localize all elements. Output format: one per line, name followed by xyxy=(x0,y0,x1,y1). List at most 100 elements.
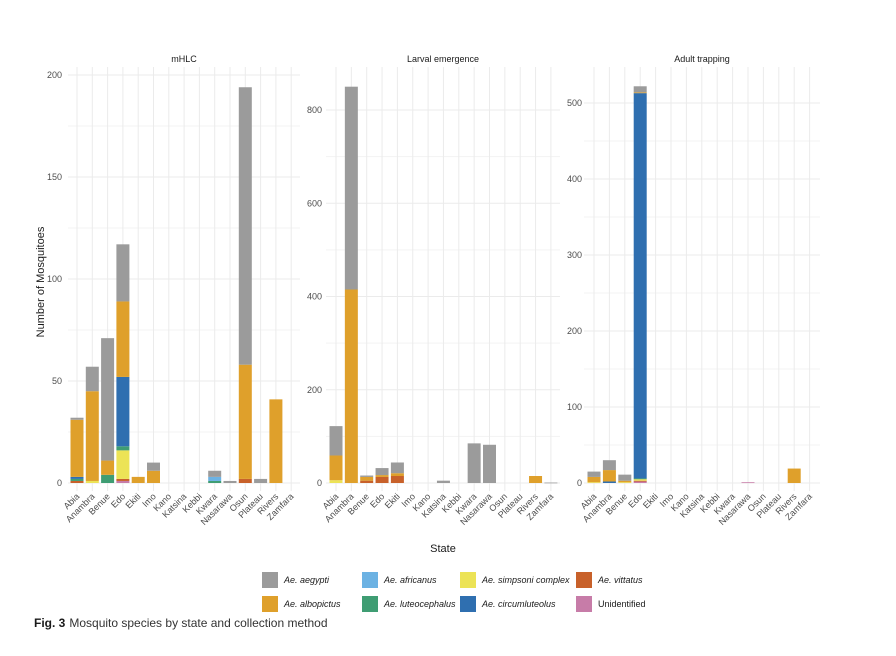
legend-swatch xyxy=(460,572,476,588)
y-tick-label: 0 xyxy=(577,478,582,488)
y-tick-label: 500 xyxy=(567,98,582,108)
bar-segment-albopictus-imo xyxy=(147,470,160,483)
x-tick-label: Edo xyxy=(109,491,127,509)
legend: Ae. aegypti Ae. africanus Ae. simpsoni com… xyxy=(262,572,666,612)
y-tick-label: 0 xyxy=(317,478,322,488)
y-tick-label: 200 xyxy=(307,385,322,395)
legend-label: Ae. circumluteolus xyxy=(482,599,556,609)
bar-segment-vittatus-edo xyxy=(375,476,389,483)
legend-label: Ae. vittatus xyxy=(598,575,643,585)
y-tick-label: 50 xyxy=(52,376,62,386)
legend-item-vittatus: Ae. vittatus xyxy=(576,572,666,588)
x-tick-label: Edo xyxy=(626,491,644,509)
bar-segment-albopictus-abia xyxy=(329,455,343,481)
x-tick-label: Edo xyxy=(368,491,386,509)
bar-segment-aegypti-anambra xyxy=(85,366,99,392)
legend-swatch xyxy=(460,596,476,612)
panel-title: Larval emergence xyxy=(407,54,479,64)
bar-segment-aegypti-benue xyxy=(101,338,115,461)
bar-segment-aegypti-imo xyxy=(147,462,160,471)
legend-item-unidentified: Unidentified xyxy=(576,596,666,612)
bar-segment-albopictus-abia xyxy=(70,419,84,477)
bar-segment-vittatus-osun xyxy=(238,478,252,483)
legend-swatch xyxy=(362,572,378,588)
faceted-stacked-bar-chart: mHLC050100150200AbiaAnambraBenueEdoEkiti… xyxy=(35,54,820,555)
bar-segment-albopictus-rivers xyxy=(269,399,283,483)
legend-item-africanus: Ae. africanus xyxy=(362,572,456,588)
bar-segment-albopictus-edo xyxy=(116,301,130,377)
bar-segment-albopictus-rivers xyxy=(787,468,801,483)
bar-segment-albopictus-anambra xyxy=(344,289,358,483)
y-tick-label: 300 xyxy=(567,250,582,260)
bar-segment-aegypti-benue xyxy=(360,475,374,477)
bar-segment-luteocephalus-edo xyxy=(633,478,647,480)
bar-segment-circumluteolus-anambra xyxy=(602,481,616,483)
bar-segment-simpsoni-edo xyxy=(633,479,647,481)
legend-label: Ae. simpsoni complex xyxy=(482,575,570,585)
bar-segment-circumluteolus-edo xyxy=(116,376,130,447)
x-tick-label: Ekiti xyxy=(641,491,660,510)
bar-segment-albopictus-benue xyxy=(618,480,632,483)
bar-segment-luteocephalus-abia xyxy=(70,478,84,481)
bar-segment-aegypti-benue xyxy=(618,474,632,481)
bar-segment-luteocephalus-kwara xyxy=(208,480,222,483)
legend-label: Ae. aegypti xyxy=(284,575,330,585)
bar-segment-aegypti-ekiti xyxy=(390,462,404,474)
panel-adult-trapping: Adult trapping0100200300400500AbiaAnambr… xyxy=(567,54,820,527)
bar-segment-albopictus-ekiti xyxy=(131,476,145,483)
bar-segment-simpsoni-edo xyxy=(116,450,130,479)
x-tick-label: Ekiti xyxy=(383,491,402,510)
bar-segment-aegypti-abia xyxy=(329,426,343,456)
legend-label: Unidentified xyxy=(598,599,646,609)
x-axis-label: State xyxy=(430,543,456,555)
panel-title: mHLC xyxy=(171,54,197,64)
bar-segment-circumluteolus-abia xyxy=(70,476,84,479)
bar-segment-aegypti-nasarawa xyxy=(223,480,237,483)
bar-segment-albopictus-edo xyxy=(375,475,389,477)
bar-segment-simpsoni-benue xyxy=(618,482,632,484)
x-tick-label: Ekiti xyxy=(124,491,143,510)
legend-label: Ae. albopictus xyxy=(284,599,341,609)
bar-segment-vittatus-abia xyxy=(70,480,84,483)
legend-swatch xyxy=(262,572,278,588)
legend-swatch xyxy=(576,596,592,612)
legend-swatch xyxy=(362,596,378,612)
legend-label: Ae. africanus xyxy=(384,575,437,585)
bar-segment-aegypti-edo xyxy=(116,244,130,302)
y-tick-label: 0 xyxy=(57,478,62,488)
legend-swatch xyxy=(576,572,592,588)
bar-segment-vittatus-ekiti xyxy=(390,476,404,483)
bar-segment-vittatus-edo xyxy=(116,478,130,481)
figure-caption: Fig. 3 Mosquito species by state and coll… xyxy=(34,616,328,630)
legend-item-aegypti: Ae. aegypti xyxy=(262,572,358,588)
y-tick-label: 200 xyxy=(47,70,62,80)
legend-item-albopictus: Ae. albopictus xyxy=(262,596,358,612)
bar-segment-albopictus-rivers xyxy=(529,476,543,483)
bar-segment-unidentified-nasarawa xyxy=(741,482,755,484)
bar-segment-aegypti-osun xyxy=(238,87,252,365)
y-tick-label: 150 xyxy=(47,172,62,182)
legend-item-circumluteolus: Ae. circumluteolus xyxy=(460,596,572,612)
bar-segment-vittatus-benue xyxy=(360,480,374,483)
bar-segment-aegypti-plateau xyxy=(254,478,268,483)
bar-segment-albopictus-edo xyxy=(633,92,647,94)
bar-segment-unidentified-edo xyxy=(633,481,647,483)
bar-segment-albopictus-benue xyxy=(360,476,374,481)
bar-segment-aegypti-kwara xyxy=(208,470,222,477)
bar-segment-simpsoni-abia xyxy=(587,482,601,484)
legend-label: Ae. luteocephalus xyxy=(384,599,456,609)
bar-segment-aegypti-edo xyxy=(633,86,647,93)
bar-segment-aegypti-zamfara xyxy=(544,482,558,484)
bar-segment-aegypti-nasarawa xyxy=(483,444,496,483)
panel-title: Adult trapping xyxy=(674,54,730,64)
bar-segment-simpsoni-anambra xyxy=(85,480,99,483)
bar-segment-circumluteolus-edo xyxy=(633,93,647,479)
bar-segment-albopictus-anambra xyxy=(85,391,99,481)
bar-segment-albopictus-osun xyxy=(238,364,252,479)
legend-item-luteocephalus: Ae. luteocephalus xyxy=(362,596,456,612)
bar-segment-aegypti-abia xyxy=(70,417,84,420)
bar-segment-aegypti-katsina xyxy=(436,480,450,483)
y-axis-label: Number of Mosquitoes xyxy=(35,226,47,337)
bar-segment-aegypti-kwara xyxy=(467,443,481,483)
bar-segment-albopictus-anambra xyxy=(602,470,616,482)
